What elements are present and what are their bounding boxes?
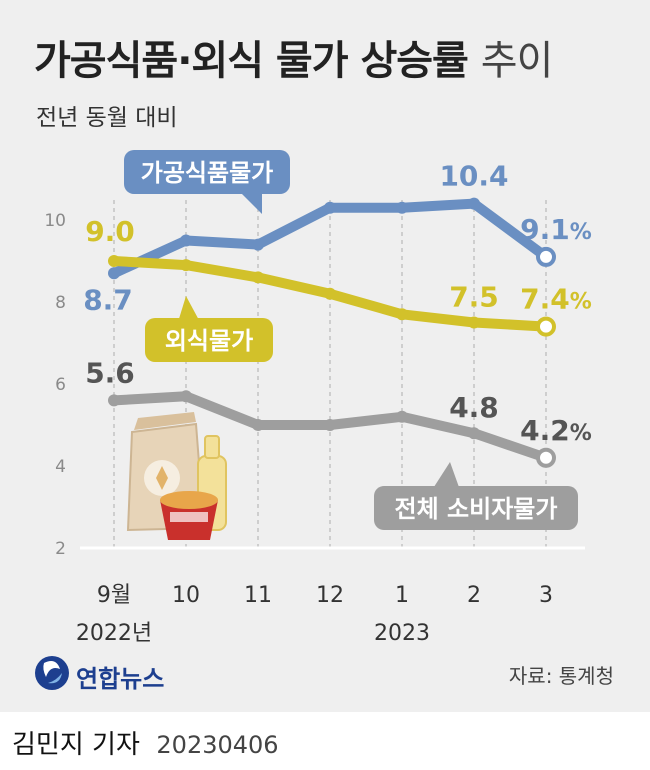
data-label-dining: 7.5 <box>449 281 499 314</box>
data-label-processed: 8.7 <box>83 283 133 316</box>
point-total <box>396 410 408 423</box>
point-processed <box>108 267 120 280</box>
byline: 김민지 기자 20230406 <box>12 724 279 761</box>
bubble-processed: 가공식품물가 <box>124 150 290 214</box>
data-label-dining: 9.0 <box>85 215 135 248</box>
reporter-name: 김민지 기자 <box>12 730 140 760</box>
point-total <box>108 394 120 407</box>
year-label-2022: 2022년 <box>76 621 152 646</box>
data-label-total: 5.6 <box>85 356 135 389</box>
y-tick-label: 4 <box>55 457 66 477</box>
cup-noodle-band <box>170 512 208 522</box>
point-dining <box>108 255 120 267</box>
y-tick-label: 2 <box>55 539 66 559</box>
point-processed <box>396 201 408 214</box>
y-tick-label: 10 <box>44 211 66 231</box>
end-marker-total <box>536 447 556 468</box>
title-main-text: 가공식품·외식 물가 상승률 <box>34 38 469 84</box>
food-illustration <box>126 412 227 540</box>
bubble-total-label: 전체 소비자물가 <box>395 495 558 523</box>
x-tick-label: 10 <box>172 583 200 608</box>
x-tick-label: 3 <box>539 583 553 608</box>
publish-date: 20230406 <box>156 731 279 759</box>
data-label-dining: 7.4% <box>520 283 592 316</box>
year-label-2023: 2023 <box>374 621 430 646</box>
data-labels: 8.7 10.4 9.1% 9.0 7.5 7.4% 5.6 4.8 4.2% <box>83 160 592 447</box>
x-tick-label: 12 <box>316 583 344 608</box>
unit-label: % <box>570 220 592 245</box>
point-total <box>252 419 264 431</box>
unit-label: % <box>570 421 592 446</box>
point-processed <box>468 197 480 210</box>
point-dining <box>252 271 264 284</box>
wheat-icon <box>156 466 168 490</box>
title-rest-text: 추이 <box>480 38 554 84</box>
unit-label: % <box>570 290 592 315</box>
point-total <box>324 419 336 431</box>
point-dining <box>468 316 480 329</box>
point-total <box>468 427 480 440</box>
x-tick-label: 11 <box>244 583 272 608</box>
bubble-total: 전체 소비자물가 <box>374 462 578 530</box>
bubble-total-pointer <box>432 462 460 490</box>
source-credit: 자료: 통계청 <box>508 664 614 688</box>
chart-subtitle: 전년 동월 대비 <box>36 105 178 131</box>
point-processed <box>252 238 264 251</box>
bubble-dining: 외식물가 <box>145 296 273 362</box>
cup-noodle-top <box>160 491 218 509</box>
data-label-processed: 10.4 <box>439 160 508 193</box>
yonhap-logo <box>35 656 69 690</box>
data-label-total: 4.8 <box>449 391 499 424</box>
x-tick-label: 9월 <box>97 583 131 608</box>
data-label-processed: 9.1% <box>520 213 592 246</box>
y-axis: 2 4 6 8 10 <box>44 211 66 559</box>
point-processed <box>324 201 336 214</box>
end-marker-dining <box>536 316 556 337</box>
flour-bag-top <box>134 412 196 430</box>
point-dining <box>324 287 336 300</box>
data-label-total: 4.2% <box>520 414 592 447</box>
y-tick-label: 8 <box>55 293 66 313</box>
bubble-dining-pointer <box>178 296 200 322</box>
bubble-processed-label: 가공식품물가 <box>141 159 273 187</box>
point-processed <box>180 234 192 247</box>
yonhap-logo-icon <box>35 656 69 690</box>
series-lines <box>108 197 556 468</box>
y-tick-label: 6 <box>55 375 66 395</box>
point-dining <box>396 308 408 321</box>
bubble-dining-label: 외식물가 <box>165 327 253 355</box>
oil-bottle-neck <box>204 435 220 459</box>
bubble-processed-pointer <box>238 190 262 214</box>
point-total <box>180 390 192 403</box>
x-tick-label: 2 <box>467 583 481 608</box>
end-marker-processed <box>536 246 556 267</box>
agency-name: 연합뉴스 <box>76 665 165 693</box>
chart-panel <box>0 0 650 712</box>
chart-title: 가공식품·외식 물가 상승률 추이 <box>34 28 554 86</box>
x-tick-label: 1 <box>395 583 409 608</box>
point-dining <box>180 259 192 272</box>
